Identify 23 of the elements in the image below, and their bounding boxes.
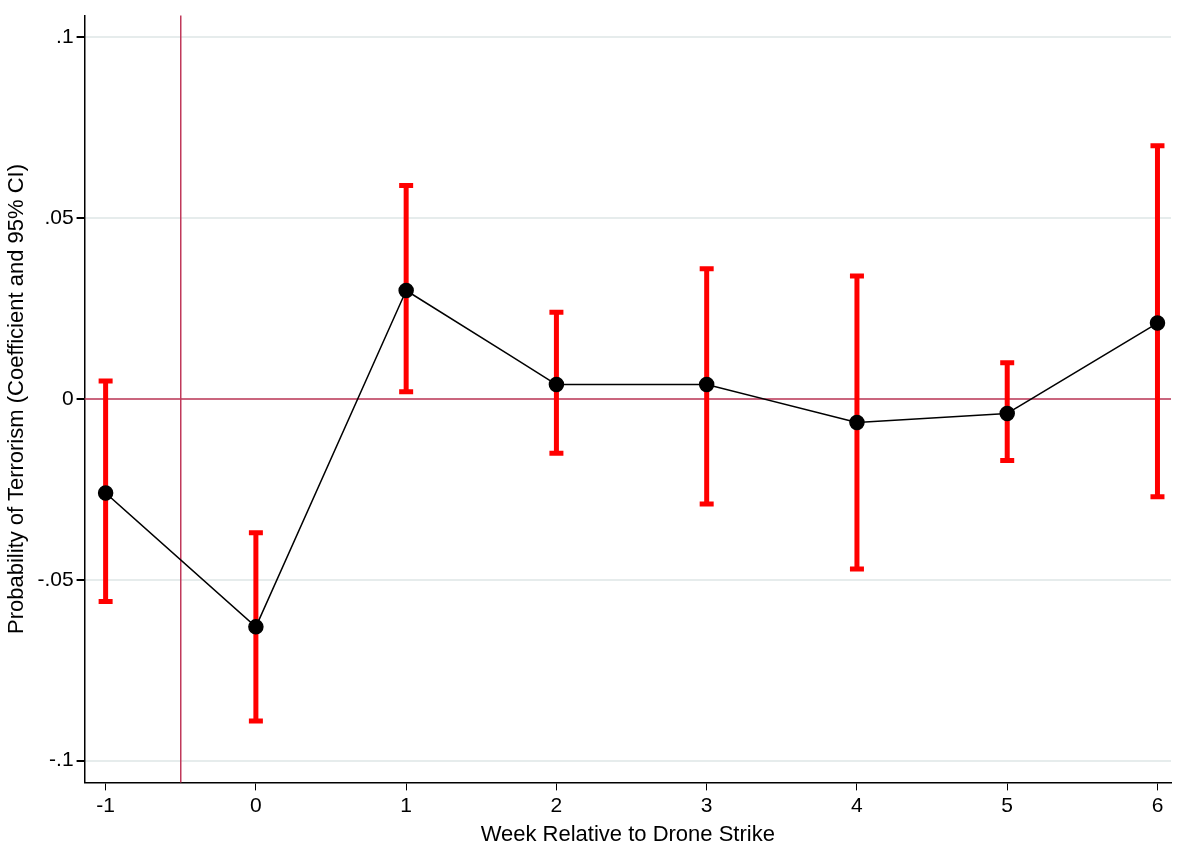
x-tick-label: 0 <box>250 792 262 816</box>
y-tick-label: .1 <box>56 24 74 48</box>
point <box>698 376 715 393</box>
y-tick-label: .05 <box>44 204 74 228</box>
y-tick-label: -.05 <box>37 566 74 590</box>
point <box>248 619 264 635</box>
point <box>97 485 114 501</box>
x-tick-label: 5 <box>1001 792 1014 816</box>
y-tick-label: -.1 <box>49 747 74 771</box>
point <box>548 376 565 393</box>
x-tick-label: 4 <box>851 792 864 816</box>
x-axis-title: Week Relative to Drone Strike <box>480 820 775 846</box>
point <box>398 282 414 299</box>
x-tick-label: 3 <box>700 792 713 816</box>
x-tick-label: -1 <box>96 792 115 816</box>
point <box>1149 315 1166 331</box>
x-tick-label: 6 <box>1151 792 1164 816</box>
point <box>999 405 1015 422</box>
y-axis-title: Probability of Terrorism (Coefficient and 95% CI) <box>3 164 29 634</box>
x-tick-label: 1 <box>400 792 412 816</box>
point <box>849 414 865 431</box>
x-tick-label: 2 <box>550 792 563 816</box>
y-tick-label: 0 <box>61 385 74 409</box>
